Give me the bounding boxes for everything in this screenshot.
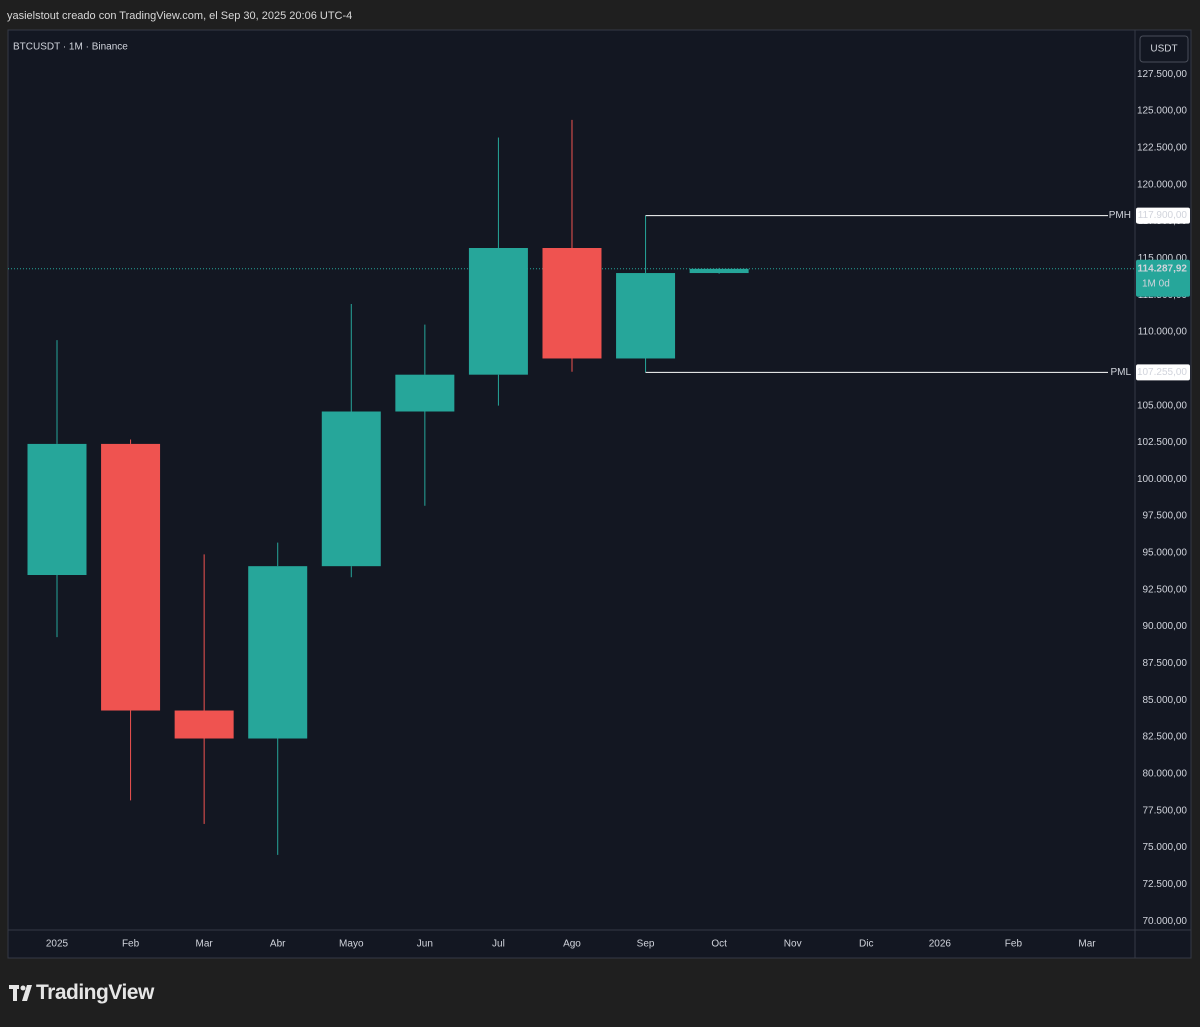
y-tick-label: 120.000,00 bbox=[1137, 179, 1187, 190]
y-tick-label: 122.500,00 bbox=[1137, 142, 1187, 153]
attribution: yasielstout creado con TradingView.com, … bbox=[7, 10, 353, 22]
y-tick-label: 77.500,00 bbox=[1143, 805, 1188, 816]
candle-body bbox=[27, 443, 87, 576]
candle-body bbox=[542, 248, 602, 359]
y-tick-label: 75.000,00 bbox=[1143, 842, 1188, 853]
y-tick-label: 102.500,00 bbox=[1137, 437, 1187, 448]
y-tick-label: 90.000,00 bbox=[1143, 621, 1188, 632]
y-tick-label: 95.000,00 bbox=[1143, 548, 1188, 559]
chart-background bbox=[7, 29, 1192, 959]
candle-body bbox=[395, 374, 455, 412]
currency-button[interactable] bbox=[1139, 35, 1189, 63]
x-tick-label: Dic bbox=[859, 939, 873, 950]
y-tick-label: 70.000,00 bbox=[1143, 916, 1188, 927]
x-tick-label: Jun bbox=[417, 939, 433, 950]
x-tick-label: Mar bbox=[1078, 939, 1096, 950]
y-tick-label: 97.500,00 bbox=[1143, 511, 1188, 522]
level-price-label: 107.255,00 bbox=[1137, 367, 1187, 378]
brand: TradingView bbox=[36, 981, 154, 1004]
x-tick-label: Feb bbox=[1005, 939, 1023, 950]
y-tick-label: 115.000,00 bbox=[1138, 253, 1188, 264]
y-tick-label: 105.000,00 bbox=[1137, 400, 1187, 411]
y-tick-label: 82.500,00 bbox=[1143, 732, 1188, 743]
x-tick-label: 2026 bbox=[929, 939, 952, 950]
y-tick-label: 100.000,00 bbox=[1137, 474, 1187, 485]
y-tick-label: 125.000,00 bbox=[1137, 106, 1187, 117]
x-tick-label: Mar bbox=[196, 939, 214, 950]
level-name: PMH bbox=[1109, 210, 1131, 221]
y-tick-label: 87.500,00 bbox=[1143, 658, 1188, 669]
candle-body bbox=[468, 248, 528, 375]
candle-body bbox=[101, 443, 161, 711]
chart-title: BTCUSDT · 1M · Binance bbox=[13, 42, 128, 53]
currency-label: USDT bbox=[1150, 44, 1177, 55]
candle-body bbox=[616, 273, 676, 359]
y-tick-label: 127.500,00 bbox=[1137, 69, 1187, 80]
candle-body bbox=[689, 268, 749, 274]
x-tick-label: Nov bbox=[784, 939, 802, 950]
level-price-box bbox=[1136, 364, 1190, 381]
candle-body bbox=[321, 411, 381, 567]
logo-icon bbox=[9, 985, 32, 1001]
candle-body bbox=[174, 710, 234, 739]
x-tick-label: Feb bbox=[122, 939, 140, 950]
x-tick-label: Ago bbox=[563, 939, 581, 950]
x-tick-label: Jul bbox=[492, 939, 505, 950]
level-price-box bbox=[1136, 207, 1190, 224]
x-tick-label: Oct bbox=[711, 939, 727, 950]
level-name: PML bbox=[1110, 367, 1131, 378]
x-tick-label: Mayo bbox=[339, 939, 364, 950]
x-tick-label: Sep bbox=[637, 939, 655, 950]
last-price-label: 114.287,92 bbox=[1138, 263, 1188, 274]
last-price-box bbox=[1136, 259, 1190, 297]
y-tick-label: 85.000,00 bbox=[1143, 695, 1188, 706]
level-price-label: 117.900,00 bbox=[1138, 210, 1188, 221]
candle-body bbox=[248, 566, 308, 739]
y-tick-label: 92.500,00 bbox=[1143, 584, 1188, 595]
x-tick-label: 2025 bbox=[46, 939, 69, 950]
y-tick-label: 72.500,00 bbox=[1143, 879, 1188, 890]
y-tick-label: 80.000,00 bbox=[1143, 769, 1188, 780]
x-tick-label: Abr bbox=[270, 939, 286, 950]
countdown-label: 1M 0d bbox=[1142, 278, 1170, 289]
y-tick-label: 110.000,00 bbox=[1138, 327, 1188, 338]
